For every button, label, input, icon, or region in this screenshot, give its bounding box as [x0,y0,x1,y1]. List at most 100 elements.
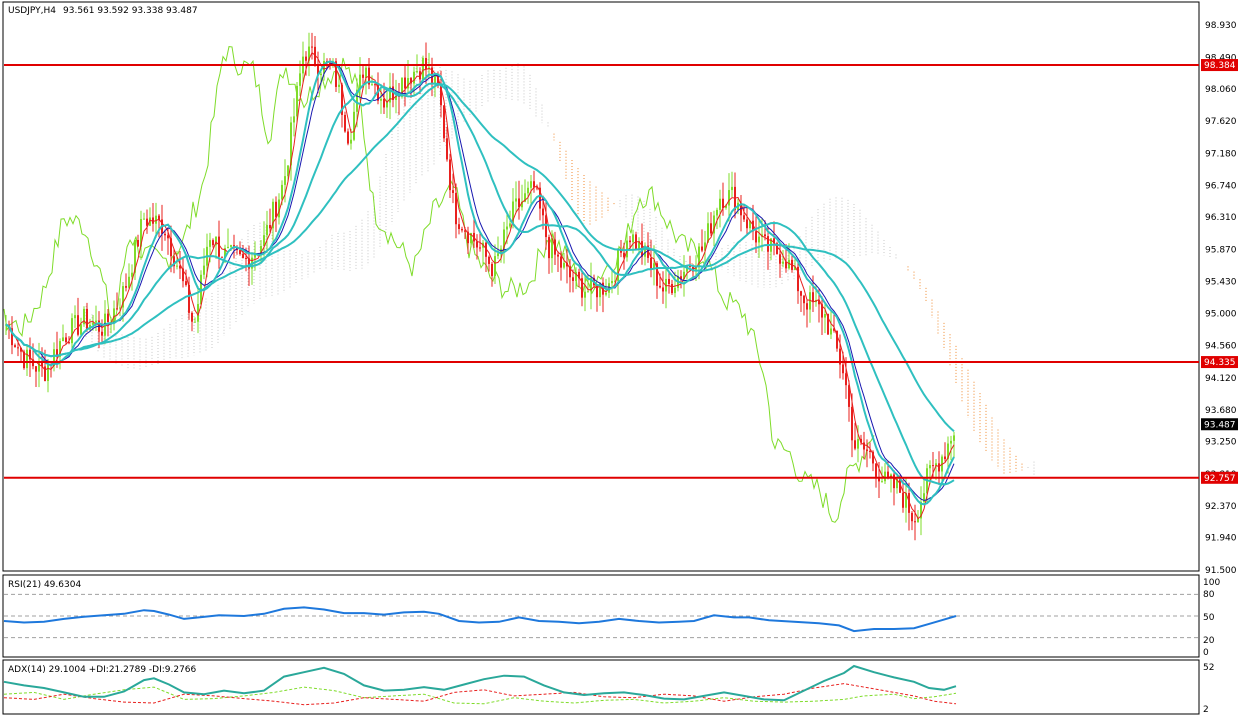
candle-body [782,261,784,264]
candle-body [374,84,376,86]
candle-body [65,337,67,343]
candle-body [842,364,844,374]
candle-body [83,308,85,325]
candle-body [239,250,241,255]
candle-body [452,190,454,193]
candle-body [68,342,70,344]
candle-body [338,84,340,87]
candle-body [626,240,628,258]
candle-body [788,259,790,269]
candle-body [395,95,397,100]
candle-body [497,253,499,257]
candle-body [416,71,418,73]
candle-body [662,287,664,292]
candle-body [23,351,25,369]
candle-body [17,347,19,349]
price-scale-label: 97.620 [1205,117,1237,127]
candle-body [224,248,226,258]
candle-body [263,235,265,246]
candle-body [425,58,427,70]
candle-body [128,276,130,288]
candle-body [281,184,283,200]
candle-body [875,463,877,477]
candle-body [920,501,922,519]
candle-body [41,361,43,367]
minus-di-line [3,683,957,706]
adx-plot [3,664,957,706]
candle-body [884,471,886,482]
candle-body [335,61,337,87]
candle-body [341,84,343,115]
price-scale-label: 94.560 [1205,342,1237,352]
candle-body [470,232,472,244]
candle-body [833,328,835,331]
candle-body [512,201,514,224]
candle-body [314,46,316,67]
candle-body [944,456,946,460]
candle-body [371,84,373,86]
candle-body [896,478,898,489]
candle-body [656,263,658,286]
price-scale-label: 94.120 [1205,374,1237,384]
candle-body [881,481,883,483]
candle-body [491,263,493,277]
candle-body [254,253,256,258]
candle-body [245,257,247,259]
candle-body [638,241,640,250]
candle-body [266,225,268,236]
candle-body [476,241,478,248]
price-scale-label: 97.180 [1205,149,1237,159]
candle-body [683,271,685,279]
candle-body [542,208,544,216]
adx-title: ADX(14) 29.1004 +DI:21.2789 -DI:9.2766 [8,665,197,675]
candle-body [188,284,190,313]
chikou-line [3,46,875,523]
candle-body [260,245,262,254]
candle-body [704,242,706,251]
price-scale-label: 96.740 [1205,182,1237,192]
price-scale-label: 96.310 [1205,213,1237,223]
candle-body [353,111,355,140]
candle-body [911,512,913,522]
level-tag-label: 92.757 [1204,474,1236,484]
candle-body [767,236,769,252]
candle-body [449,159,451,191]
ohlc-label: 93.561 93.592 93.338 93.487 [63,6,198,16]
candle-body [116,308,118,310]
candle-body [719,198,721,210]
candle-body [275,201,277,218]
candle-body [479,247,481,249]
candle-body [74,315,76,319]
candle-body [752,220,754,232]
candle-body [287,165,289,177]
candle-body [578,271,580,279]
candle-body [887,471,889,478]
candle-body [680,276,682,279]
candle-body [743,215,745,220]
candle-body [194,321,196,323]
candle-body [308,46,310,61]
candle-body [485,242,487,257]
candle-body [299,73,301,86]
candle-body [317,66,319,76]
candle-body [755,231,757,243]
candle-body [221,256,223,258]
candle-body [515,198,517,202]
candle-body [623,252,625,258]
candle-body [467,231,469,244]
candle-body [440,85,442,106]
price-scale-label: 98.930 [1205,21,1237,31]
candle-body [284,176,286,185]
candle-body [617,249,619,281]
candle-body [776,243,778,255]
candle-body [671,284,673,294]
candle-body [149,217,151,226]
candle-body [422,58,424,80]
candle-body [821,304,823,318]
candle-body [935,463,937,466]
candle-body [695,267,697,272]
candle-body [230,245,232,247]
candle-body [611,280,613,284]
